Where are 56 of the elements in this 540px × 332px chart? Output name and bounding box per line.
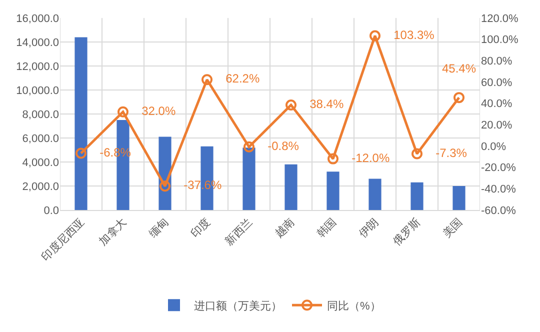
y2-tick-label: 20.0% [481, 120, 512, 132]
legend-label: 同比（%） [327, 299, 381, 312]
y-tick-label: 4,000.0 [22, 156, 59, 169]
data-label: 103.3% [382, 28, 435, 42]
x-tick-label: 越南 [272, 216, 298, 240]
y2-tick-label: 60.0% [481, 76, 512, 89]
point [328, 153, 338, 164]
bar [452, 186, 466, 210]
data-label: 32.0% [130, 104, 176, 118]
data-label: 45.4% [442, 61, 476, 76]
bar [368, 178, 382, 210]
y-tick-label: 0.0 [44, 204, 59, 217]
y2-tick-label: 40.0% [481, 98, 512, 110]
y-tick-label: 10,000.0 [16, 84, 59, 97]
data-label: -0.8% [256, 138, 300, 153]
data-label: 62.2% [214, 72, 260, 86]
point [244, 141, 254, 152]
y-tick-label: 8,000.0 [22, 108, 59, 121]
x-tick-label: 印度 [188, 216, 214, 240]
point [160, 180, 170, 192]
x-tick-label: 俄罗斯 [390, 216, 424, 248]
point [370, 30, 380, 42]
x-tick-label: 伊朗 [356, 216, 382, 240]
data-label: -7.3% [424, 146, 468, 160]
y-tick-label: 12,000.0 [16, 60, 59, 73]
y2-tick-label: -40.0% [481, 184, 516, 196]
y2-tick-label: 120.0% [481, 12, 519, 25]
x-tick-label: 韩国 [314, 216, 340, 240]
point [76, 148, 86, 159]
y2-tick-label: -60.0% [481, 204, 516, 217]
bar [74, 37, 88, 210]
x-tick-label: 缅甸 [146, 216, 172, 240]
y-tick-label: 16,000.0 [16, 12, 59, 25]
bar [326, 172, 340, 210]
bar [284, 164, 298, 210]
point [286, 100, 296, 111]
legend-label: 进口额（万美元） [194, 299, 282, 312]
x-tick-label: 美国 [440, 216, 466, 240]
y-tick-label: 2,000.0 [22, 180, 59, 193]
y2-tick-label: 0.0% [481, 140, 506, 153]
point [412, 148, 422, 160]
data-label: -12.0% [340, 150, 390, 165]
y2-tick-label: -20.0% [481, 162, 516, 174]
point [202, 74, 212, 86]
x-tick-label: 新西兰 [222, 216, 256, 248]
x-tick-label: 加拿大 [96, 216, 130, 248]
bar [242, 148, 256, 210]
x-tick-label: 印度尼西亚 [38, 216, 88, 264]
y2-tick-label: 80.0% [481, 56, 512, 68]
data-label: 38.4% [298, 97, 344, 112]
y-tick-label: 6,000.0 [22, 132, 59, 145]
y2-tick-label: 100.0% [481, 34, 519, 46]
bar [410, 182, 424, 210]
point [118, 106, 128, 118]
point [454, 92, 464, 104]
y-tick-label: 14,000.0 [16, 36, 59, 49]
